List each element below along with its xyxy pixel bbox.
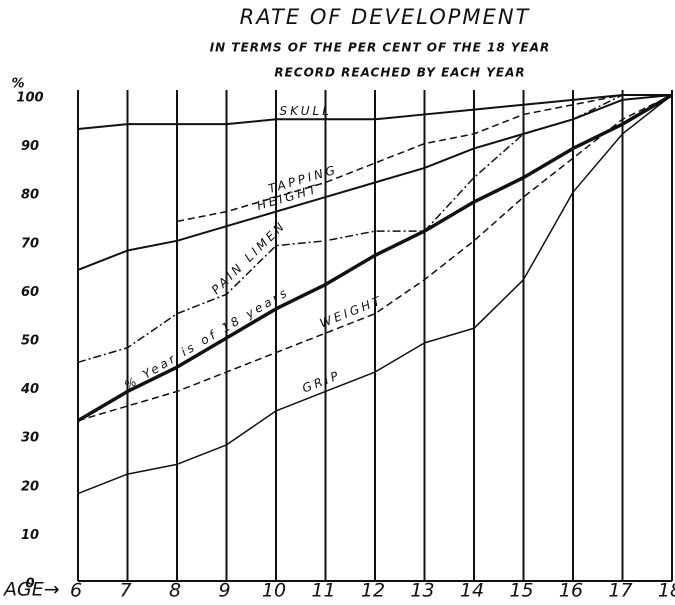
x-tick-label: 18 — [658, 580, 675, 602]
x-tick-label: 12 — [361, 580, 385, 602]
chart-subtitle: IN TERMS OF THE PER CENT OF THE 18 YEAR — [210, 41, 551, 55]
series-line — [77, 94, 673, 495]
x-tick-label: 9 — [218, 580, 230, 602]
series-label: SKULL — [279, 104, 331, 118]
series-label: % Year is of 18 years — [122, 285, 292, 393]
y-tick-label: 70 — [21, 236, 39, 251]
x-tick-label: 15 — [509, 580, 533, 602]
chart-subtitle: RECORD REACHED BY EACH YEAR — [274, 66, 525, 80]
x-tick-label: 13 — [410, 580, 434, 602]
y-tick-label: 20 — [21, 479, 39, 494]
y-tick-label: 40 — [20, 382, 39, 397]
y-tick-label: 60 — [21, 285, 39, 300]
x-tick-label: 14 — [460, 580, 484, 602]
x-tick-label: 11 — [311, 580, 335, 602]
series-line — [77, 94, 672, 131]
y-tick-label: 30 — [21, 431, 39, 446]
y-tick-label: 90 — [21, 139, 39, 154]
chart-title: RATE OF DEVELOPMENT — [240, 5, 531, 29]
x-tick-label: 17 — [608, 580, 632, 602]
series-line — [77, 94, 673, 271]
series-label: GRIP — [300, 368, 343, 396]
x-tick-label: 6 — [70, 580, 82, 602]
series-line — [176, 94, 672, 223]
x-tick-label: 7 — [119, 580, 131, 602]
series-line — [77, 93, 673, 423]
x-axis-label: AGE→ — [2, 579, 60, 601]
x-tick-label: 16 — [559, 580, 583, 602]
y-tick-label: 80 — [21, 188, 39, 203]
y-axis-label: % — [11, 77, 24, 92]
y-tick-label: 0 — [25, 577, 34, 592]
x-tick-label: 8 — [169, 580, 181, 602]
y-tick-label: 50 — [21, 334, 39, 349]
series-line — [77, 94, 673, 422]
y-tick-label: 100 — [16, 91, 43, 106]
x-tick-label: 10 — [262, 580, 286, 602]
y-tick-label: 10 — [21, 528, 39, 543]
